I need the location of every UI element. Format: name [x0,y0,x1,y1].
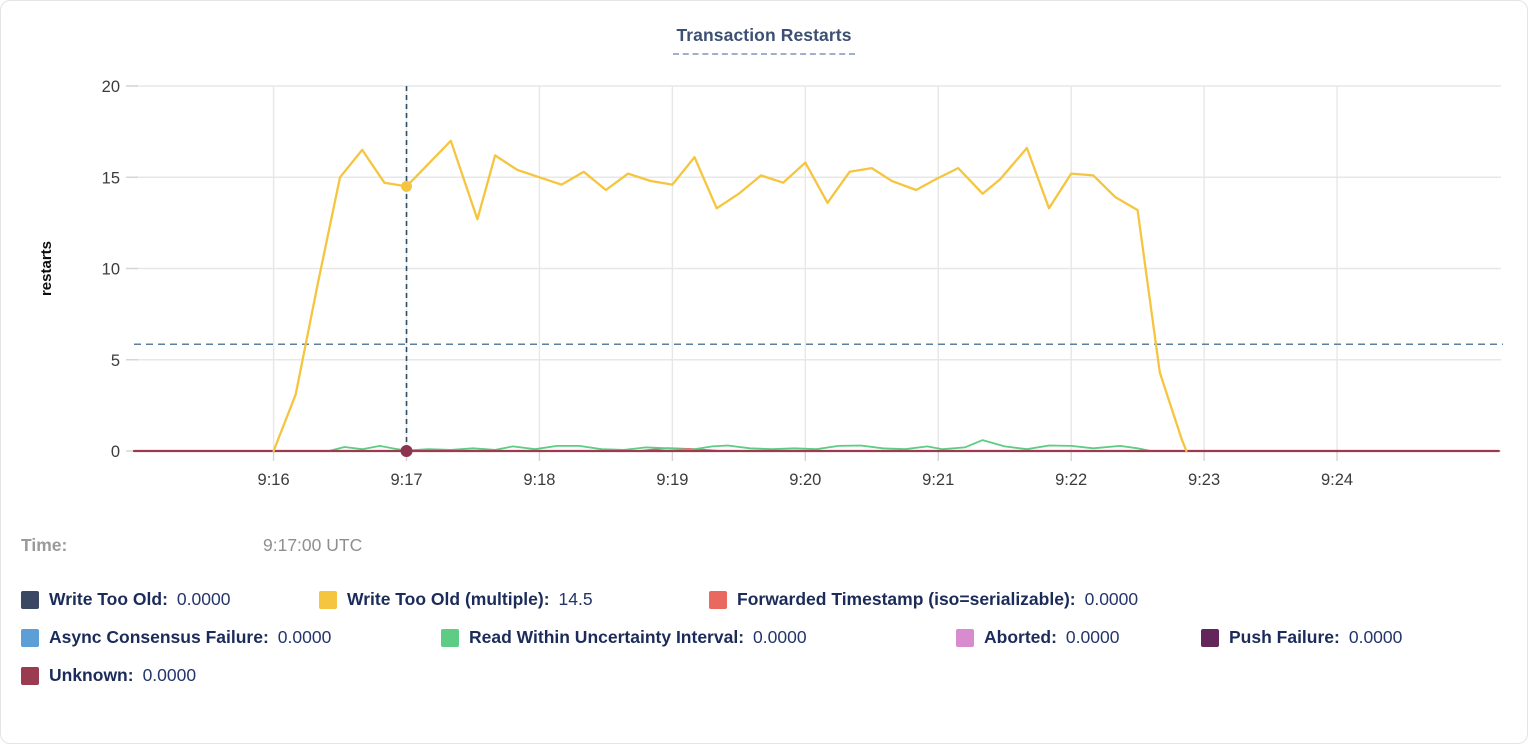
legend-value: 0.0000 [277,627,332,647]
x-tick-label: 9:17 [390,471,422,489]
series-write-too-old-multiple- [272,139,1188,453]
legend-value: 0.0000 [1348,627,1403,647]
legend-label: Async Consensus Failure: [49,627,269,647]
legend-item-write-too-old: Write Too Old: 0.0000 [21,589,319,610]
x-tick-label: 9:23 [1188,471,1220,489]
legend-item-async-consensus-failure: Async Consensus Failure: 0.0000 [21,627,441,648]
legend-swatch-write-too-old-multiple [319,590,337,609]
time-readout: Time: 9:17:00 UTC [21,535,362,556]
x-tick-label: 9:19 [656,471,688,489]
legend-label: Unknown: [49,665,134,685]
x-tick-label: 9:20 [789,471,821,489]
legend-swatch-push-failure [1201,628,1219,647]
hover-marker [401,180,413,192]
gridlines [134,85,1501,452]
chart-title-wrap: Transaction Restarts [1,25,1527,55]
legend-value: 0.0000 [142,665,197,685]
legend-item-read-within-uncertainty-interval: Read Within Uncertainty Interval: 0.0000 [441,627,956,648]
x-tick-label: 9:22 [1055,471,1087,489]
y-tick-label: 10 [102,261,120,279]
x-tick-label: 9:16 [258,471,290,489]
legend-row: Async Consensus Failure: 0.0000 Read Withi… [21,627,1517,648]
series-lines [132,139,1500,453]
legend-swatch-forwarded-timestamp [709,590,727,609]
legend-label: Write Too Old (multiple): [347,589,550,609]
legend-row: Write Too Old: 0.0000 Write Too Old (multi… [21,589,1517,610]
legend-swatch-write-too-old [21,590,39,609]
x-tick-label: 9:24 [1321,471,1353,489]
y-tick-label: 15 [102,169,120,187]
chart-title: Transaction Restarts [673,25,855,55]
transaction-restarts-chart[interactable]: 0 5 10 15 20 9:16 9:17 9:18 9:19 9:20 9:21 9:22 9:23… [1,1,1528,511]
hover-marker [400,445,413,457]
legend-label: Forwarded Timestamp (iso=serializable): [737,589,1076,609]
x-tick-label: 9:21 [922,471,954,489]
y-axis-label: restarts [38,241,55,296]
y-tick-label: 0 [111,443,120,461]
legend-label: Push Failure: [1229,627,1340,647]
x-tick-label: 9:18 [523,471,555,489]
y-tick-label: 5 [111,352,120,370]
legend-item-aborted: Aborted: 0.0000 [956,627,1201,648]
time-value: 9:17:00 UTC [263,535,363,555]
series-read-within-uncertainty-interval [305,439,1152,452]
legend-item-push-failure: Push Failure: 0.0000 [1201,627,1402,648]
legend-value: 0.0000 [1084,589,1139,609]
legend-swatch-async-consensus-failure [21,628,39,647]
chart-legend: Write Too Old: 0.0000 Write Too Old (multi… [21,589,1517,703]
legend-label: Read Within Uncertainty Interval: [469,627,745,647]
legend-swatch-read-within-uncertainty-interval [441,628,459,647]
time-label: Time: [21,535,68,555]
axis-ticks: 0 5 10 15 20 9:16 9:17 9:18 9:19 9:20 9:21 9:22 9:23… [102,78,1353,489]
legend-label: Write Too Old: [49,589,168,609]
legend-swatch-unknown [21,666,39,685]
legend-item-write-too-old-multiple: Write Too Old (multiple): 14.5 [319,589,709,610]
legend-swatch-aborted [956,628,974,647]
legend-value: 0.0000 [753,627,807,647]
legend-item-unknown: Unknown: 0.0000 [21,665,196,686]
legend-value: 0.0000 [1065,627,1120,647]
legend-label: Aborted: [984,627,1057,647]
legend-value: 14.5 [558,589,593,609]
legend-item-forwarded-timestamp: Forwarded Timestamp (iso=serializable): 0… [709,589,1138,610]
legend-row: Unknown: 0.0000 [21,665,1517,686]
y-tick-label: 20 [102,78,120,96]
legend-value: 0.0000 [176,589,231,609]
